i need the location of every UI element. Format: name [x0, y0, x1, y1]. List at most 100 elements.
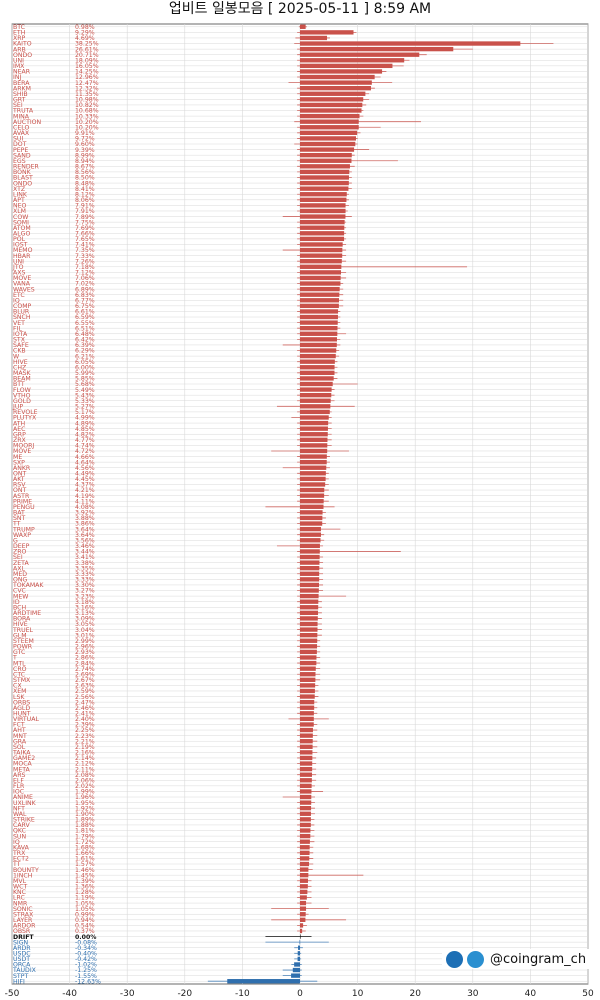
- bar: [300, 632, 318, 638]
- coin-name-label: BTT: [13, 381, 25, 388]
- percent-label: 3.92%: [75, 510, 95, 517]
- bar: [300, 398, 331, 403]
- coin-name-label: ALGO: [13, 231, 30, 238]
- coin-name-label: ANIME: [13, 794, 33, 801]
- coin-name-label: SNCH: [13, 314, 31, 321]
- bar: [300, 203, 346, 208]
- percent-label: 4.11%: [75, 498, 95, 505]
- percent-label: 5.99%: [75, 370, 95, 377]
- coin-name-label: DRIFT: [13, 934, 34, 941]
- bar: [300, 554, 320, 560]
- bar: [300, 867, 309, 872]
- bar: [300, 376, 334, 381]
- coin-name-label: PRIME: [13, 498, 32, 505]
- percent-label: 6.05%: [75, 359, 95, 366]
- coin-name-label: TOKAMAK: [12, 582, 44, 589]
- bar: [300, 219, 345, 225]
- percent-label: 8.94%: [75, 158, 95, 165]
- percent-label: 2.02%: [75, 783, 95, 790]
- coin-name-label: HIFI: [13, 978, 25, 985]
- coin-name-label: XTZ: [13, 186, 25, 193]
- coin-name-label: SOMI: [13, 219, 29, 226]
- coin-name-label: BERA: [13, 80, 30, 87]
- bar: [300, 593, 319, 599]
- coin-name-label: JUP: [12, 404, 23, 411]
- percent-label: 3.30%: [75, 582, 95, 589]
- percent-label: 1.99%: [75, 789, 95, 796]
- coin-name-label: XLM: [13, 208, 26, 215]
- bar: [300, 532, 321, 537]
- coin-name-label: LAYER: [13, 917, 33, 924]
- coin-name-label: MOVE: [13, 448, 31, 455]
- percent-label: 3.33%: [75, 577, 95, 584]
- percent-label: 10.82%: [75, 102, 99, 109]
- coin-name-label: ONT: [13, 487, 26, 494]
- percent-label: 7.69%: [75, 225, 95, 232]
- coin-name-label: MOORJ: [13, 443, 34, 450]
- percent-label: -12.63%: [75, 978, 101, 985]
- coin-name-label: QKC: [13, 828, 26, 835]
- coin-name-label: XEM: [13, 688, 27, 695]
- percent-label: 2.39%: [75, 722, 95, 729]
- coin-name-label: APT: [13, 197, 25, 204]
- coin-name-label: BORA: [13, 616, 31, 623]
- bar: [300, 415, 329, 420]
- percent-label: 2.06%: [75, 777, 95, 784]
- coin-name-label: IOC: [13, 789, 24, 796]
- bar: [300, 471, 326, 476]
- coin-name-label: HBAR: [13, 253, 31, 260]
- coin-name-label: STEEM: [13, 638, 34, 645]
- coin-name-label: MVL: [13, 878, 27, 885]
- bar: [300, 716, 314, 722]
- percent-label: 10.68%: [75, 108, 99, 115]
- bar: [300, 906, 307, 911]
- bar: [300, 482, 326, 487]
- bar: [300, 432, 328, 437]
- percent-label: 3.23%: [75, 593, 95, 600]
- bar: [300, 521, 323, 526]
- bar: [300, 125, 359, 130]
- coin-name-label: AVAX: [13, 130, 30, 137]
- coin-name-label: GTC: [13, 649, 25, 656]
- coin-name-label: TAIKA: [12, 750, 31, 757]
- percent-label: 4.19%: [75, 493, 95, 500]
- percent-label: 6.83%: [75, 292, 95, 299]
- bar: [300, 292, 340, 297]
- bar: [300, 917, 306, 922]
- percent-label: 1.28%: [75, 889, 95, 896]
- coin-name-label: TRX: [12, 850, 26, 857]
- x-tick-label: -30: [120, 989, 135, 999]
- watermark-text: @coingram_ch: [490, 951, 587, 967]
- percent-label: 3.35%: [75, 565, 95, 572]
- coin-name-label: MEMO: [13, 247, 33, 254]
- coin-name-label: MEW: [13, 593, 28, 600]
- percent-label: 1.89%: [75, 817, 95, 824]
- coin-name-label: ARDTIME: [13, 610, 41, 617]
- bar: [300, 504, 324, 509]
- bar: [300, 303, 339, 309]
- bar: [300, 281, 341, 286]
- coin-name-label: VANA: [13, 281, 31, 288]
- percent-label: 1.61%: [75, 856, 95, 863]
- percent-label: 3.04%: [75, 627, 95, 634]
- percent-label: 2.41%: [75, 711, 95, 718]
- percent-label: 3.44%: [75, 549, 95, 556]
- bar: [300, 97, 364, 102]
- bar: [300, 52, 420, 57]
- percent-label: 6.42%: [75, 337, 95, 344]
- coin-name-label: ARB: [13, 46, 26, 53]
- coin-name-label: GRT: [13, 97, 26, 104]
- bar: [300, 778, 312, 783]
- coin-name-label: CRO: [13, 666, 27, 673]
- coin-name-label: TT: [12, 521, 21, 528]
- percent-label: 3.88%: [75, 515, 95, 522]
- percent-label: 7.66%: [75, 231, 95, 238]
- percent-label: 3.86%: [75, 521, 95, 528]
- percent-label: 4.08%: [75, 504, 95, 511]
- bar: [300, 225, 345, 230]
- percent-label: 9.39%: [75, 147, 95, 154]
- percent-label: 6.75%: [75, 303, 95, 310]
- percent-label: 14.25%: [75, 69, 99, 76]
- percent-label: 10.20%: [75, 119, 99, 126]
